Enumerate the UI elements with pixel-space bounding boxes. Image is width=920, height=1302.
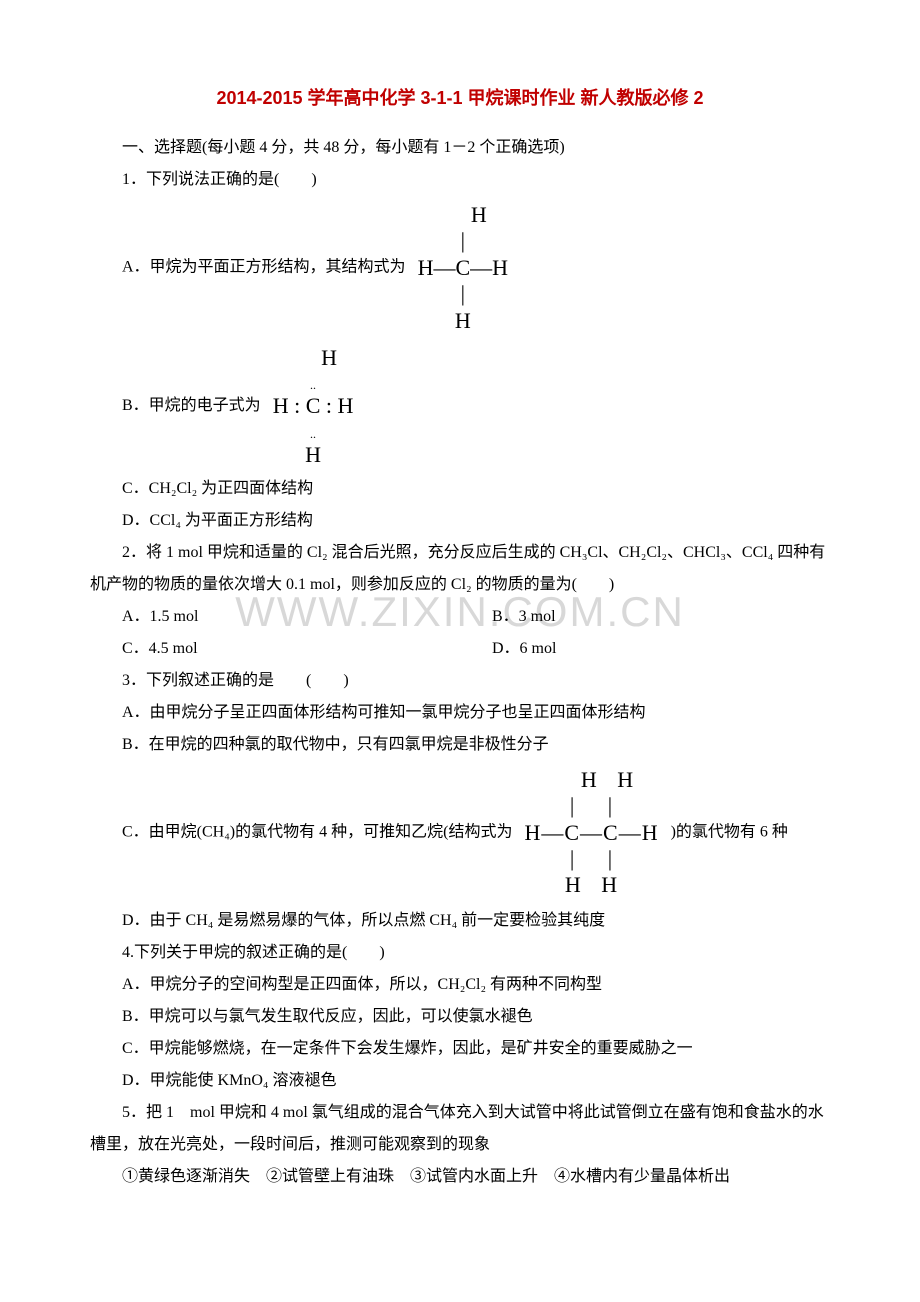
section-heading: 一、选择题(每小题 4 分，共 48 分，每小题有 1－2 个正确选项): [90, 132, 830, 164]
page-title: 2014-2015 学年高中化学 3-1-1 甲烷课时作业 新人教版必修 2: [90, 80, 830, 116]
q1-optD: D．CCl₄ 为平面正方形结构: [90, 505, 830, 537]
methane-electron-formula: H .. H : C : H .. H: [273, 346, 354, 467]
q4-stem: 4.下列关于甲烷的叙述正确的是( ): [90, 937, 830, 969]
q4-C: C．甲烷能够燃烧，在一定条件下会发生爆炸，因此，是矿井安全的重要威胁之一: [90, 1033, 830, 1065]
methane-structural-formula: H|H—C—H|H: [418, 202, 508, 334]
q3-C-pre: C．由甲烷(CH₄)的氯代物有 4 种，可推知乙烷(结构式为: [122, 824, 512, 841]
q3-D: D．由于 CH₄ 是易燃易爆的气体，所以点燃 CH₄ 前一定要检验其纯度: [90, 905, 830, 937]
q2-stem: 2．将 1 mol 甲烷和适量的 Cl₂ 混合后光照，充分反应后生成的 CH₃C…: [90, 537, 830, 601]
q1-optB: B．甲烷的电子式为 H .. H : C : H .. H: [90, 340, 830, 473]
q3-C: C．由甲烷(CH₄)的氯代物有 4 种，可推知乙烷(结构式为 H H| |H—C…: [90, 761, 830, 905]
q5-stem-text: 5．把 1 mol 甲烷和 4 mol 氯气组成的混合气体充入到大试管中将此试管…: [90, 1104, 824, 1153]
q5-stem: 5．把 1 mol 甲烷和 4 mol 氯气组成的混合气体充入到大试管中将此试管…: [90, 1097, 830, 1161]
q3-B: B．在甲烷的四种氯的取代物中，只有四氯甲烷是非极性分子: [90, 729, 830, 761]
q2-stem-text: 2．将 1 mol 甲烷和适量的 Cl₂ 混合后光照，充分反应后生成的 CH₃C…: [90, 544, 825, 593]
q2-B: B．3 mol: [460, 601, 830, 633]
q4-B: B．甲烷可以与氯气发生取代反应，因此，可以使氯水褪色: [90, 1001, 830, 1033]
q5-line2: ①黄绿色逐渐消失 ②试管壁上有油珠 ③试管内水面上升 ④水槽内有少量晶体析出: [90, 1161, 830, 1193]
title-text: 2014-2015 学年高中化学 3-1-1 甲烷课时作业 新人教版必修 2: [216, 88, 703, 108]
content: 2014-2015 学年高中化学 3-1-1 甲烷课时作业 新人教版必修 2 一…: [90, 80, 830, 1193]
q4-A: A．甲烷分子的空间构型是正四面体，所以，CH₂Cl₂ 有两种不同构型: [90, 969, 830, 1001]
q4-D: D．甲烷能使 KMnO₄ 溶液褪色: [90, 1065, 830, 1097]
q1-optC: C．CH₂Cl₂ 为正四面体结构: [90, 473, 830, 505]
q1-optA: A．甲烷为平面正方形结构，其结构式为 H|H—C—H|H: [90, 196, 830, 340]
q2-A: A．1.5 mol: [90, 601, 460, 633]
q2-D: D．6 mol: [460, 633, 830, 665]
q3-A: A．由甲烷分子呈正四面体形结构可推知一氯甲烷分子也呈正四面体形结构: [90, 697, 830, 729]
eform-line1: H: [321, 345, 337, 370]
q1-optB-text: B．甲烷的电子式为: [122, 397, 261, 414]
eform-line3: H: [305, 442, 321, 467]
q3-C-post: )的氯代物有 6 种: [671, 824, 788, 841]
q1-optA-text: A．甲烷为平面正方形结构，其结构式为: [122, 259, 406, 276]
q2-C: C．4.5 mol: [90, 633, 460, 665]
q2-options: A．1.5 mol B．3 mol C．4.5 mol D．6 mol: [90, 601, 830, 665]
q3-stem: 3．下列叙述正确的是 ( ): [90, 665, 830, 697]
q1-stem: 1．下列说法正确的是( ): [90, 164, 830, 196]
eform-line2: H : C : H: [273, 393, 354, 418]
ethane-structural-formula: H H| |H—C—C—H| |H H: [524, 767, 658, 899]
